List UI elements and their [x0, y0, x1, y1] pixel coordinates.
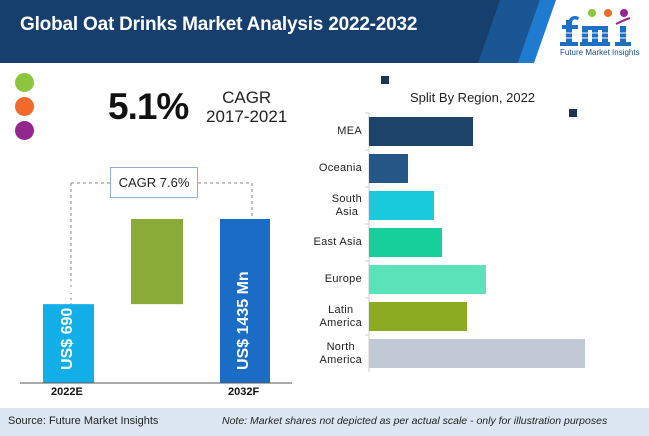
- region-bar-north-america: [369, 339, 585, 368]
- cagr-historic-value: 5.1%: [108, 86, 189, 127]
- region-label-oceania: Oceania: [319, 162, 362, 175]
- region-label-europe: Europe: [325, 273, 362, 286]
- footnote-text: Note: Market shares not depicted as per …: [222, 415, 608, 427]
- market-size-chart: [20, 182, 292, 384]
- header-light-stripe: [518, 0, 556, 63]
- region-split-chart: [365, 112, 585, 372]
- header-banner: [0, 0, 649, 63]
- region-label-line: Oceania: [318, 162, 362, 174]
- purple-dot-icon: [15, 121, 34, 140]
- logo-purple-dot: [620, 9, 628, 17]
- bar-increment: [131, 219, 183, 305]
- header-background: [0, 0, 556, 63]
- region-label-line: America: [319, 316, 362, 329]
- region-label-line: Latin: [328, 303, 354, 316]
- source-text: Source: Future Market Insights: [8, 415, 159, 427]
- footer-bar: [0, 408, 649, 436]
- decorative-square-icon: [381, 76, 389, 84]
- region-label-line: South: [331, 192, 362, 205]
- logo-tagline: Future Market Insights: [560, 48, 640, 57]
- region-bar-mea: [369, 117, 473, 146]
- x-tick-label-2032f: 2032F: [228, 386, 260, 398]
- region-label-line: America: [319, 353, 362, 366]
- region-label-north-america: North America: [320, 341, 362, 367]
- orange-dot-icon: [15, 97, 34, 116]
- fmi-logo: [558, 9, 644, 46]
- region-label-south-asia: South Asia: [332, 193, 362, 219]
- decorative-square-icon: [569, 109, 577, 117]
- region-label-line: Asia: [335, 205, 359, 218]
- region-label-mea: MEA: [337, 125, 362, 138]
- logo-orange-dot: [604, 9, 612, 17]
- bar-2032f: [220, 219, 270, 383]
- page-title: Global Oat Drinks Market Analysis 2022-2…: [20, 14, 418, 35]
- logo-green-dot: [588, 9, 596, 17]
- region-label-line: North: [326, 340, 355, 353]
- bar-2022e: [43, 304, 94, 383]
- header-navy-panel: [0, 0, 540, 63]
- cagr-forecast-annotation: CAGR 7.6%: [110, 167, 198, 198]
- region-label-latin-america: Latin America: [320, 304, 362, 330]
- region-bar-south-asia: [369, 191, 434, 220]
- region-label-east-asia: East Asia: [313, 236, 362, 249]
- region-bar-east-asia: [369, 228, 442, 257]
- region-bar-oceania: [369, 154, 408, 183]
- region-bar-latin-america: [369, 302, 467, 331]
- region-label-line: MEA: [337, 125, 362, 137]
- region-bar-europe: [369, 265, 486, 294]
- cagr-historic-label: CAGR 2017-2021: [206, 88, 287, 126]
- green-dot-icon: [15, 73, 34, 92]
- header-shade-stripe: [478, 0, 540, 63]
- cagr-period: 2017-2021: [206, 107, 288, 126]
- region-label-line: Europe: [324, 273, 362, 285]
- region-chart-title: Split By Region, 2022: [410, 90, 536, 105]
- cagr-label: CAGR: [222, 88, 272, 107]
- x-tick-label-2022e: 2022E: [51, 386, 83, 398]
- region-label-line: East Asia: [313, 236, 362, 248]
